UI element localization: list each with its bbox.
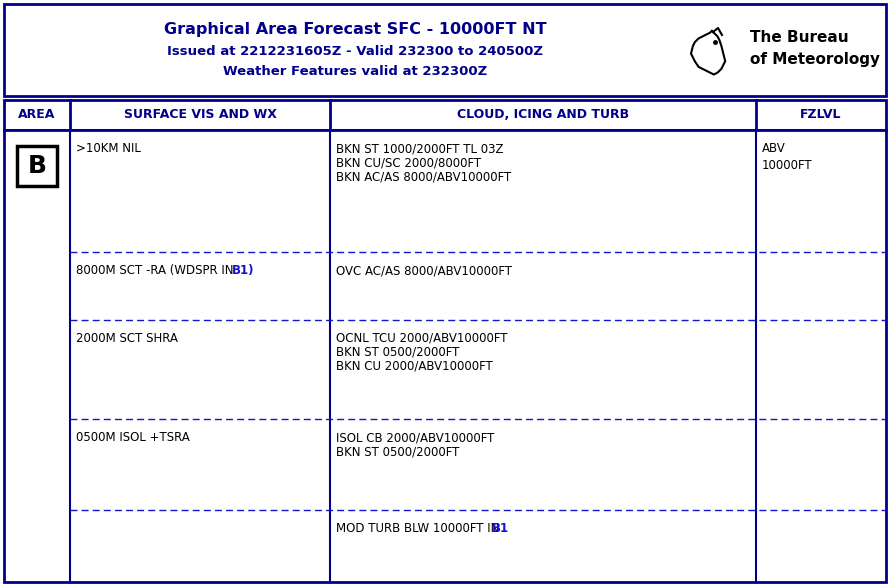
- Text: Weather Features valid at 232300Z: Weather Features valid at 232300Z: [222, 65, 487, 78]
- Text: Graphical Area Forecast SFC - 10000FT NT: Graphical Area Forecast SFC - 10000FT NT: [164, 22, 546, 37]
- Text: FZLVL: FZLVL: [800, 108, 842, 121]
- Text: B1: B1: [492, 522, 509, 534]
- Text: SURFACE VIS AND WX: SURFACE VIS AND WX: [124, 108, 277, 121]
- Text: The Bureau: The Bureau: [750, 30, 849, 45]
- Text: BKN AC/AS 8000/ABV10000FT: BKN AC/AS 8000/ABV10000FT: [336, 170, 511, 183]
- Text: MOD TURB BLW 10000FT IN: MOD TURB BLW 10000FT IN: [336, 522, 503, 534]
- Text: BKN ST 0500/2000FT: BKN ST 0500/2000FT: [336, 445, 459, 458]
- Text: BKN CU/SC 2000/8000FT: BKN CU/SC 2000/8000FT: [336, 156, 481, 169]
- Text: OCNL TCU 2000/ABV10000FT: OCNL TCU 2000/ABV10000FT: [336, 332, 507, 345]
- Text: 2000M SCT SHRA: 2000M SCT SHRA: [76, 332, 178, 345]
- Text: Issued at 2212231605Z - Valid 232300 to 240500Z: Issued at 2212231605Z - Valid 232300 to …: [167, 45, 543, 58]
- Text: BKN ST 1000/2000FT TL 03Z: BKN ST 1000/2000FT TL 03Z: [336, 142, 504, 155]
- Text: BKN ST 0500/2000FT: BKN ST 0500/2000FT: [336, 346, 459, 359]
- Text: AREA: AREA: [19, 108, 56, 121]
- Text: B1): B1): [232, 264, 255, 277]
- Bar: [4, 130, 886, 582]
- Text: CLOUD, ICING AND TURB: CLOUD, ICING AND TURB: [457, 108, 629, 121]
- Bar: [17, 146, 57, 186]
- Bar: [4, 4, 886, 96]
- Text: of Meteorology: of Meteorology: [750, 52, 880, 67]
- Text: B: B: [28, 154, 46, 178]
- Text: 8000M SCT -RA (WDSPR IN: 8000M SCT -RA (WDSPR IN: [76, 264, 238, 277]
- Bar: [4, 100, 886, 130]
- Text: OVC AC/AS 8000/ABV10000FT: OVC AC/AS 8000/ABV10000FT: [336, 264, 512, 277]
- Text: ISOL CB 2000/ABV10000FT: ISOL CB 2000/ABV10000FT: [336, 431, 494, 444]
- Text: ABV
10000FT: ABV 10000FT: [762, 142, 813, 172]
- Text: >10KM NIL: >10KM NIL: [76, 142, 141, 155]
- Text: BKN CU 2000/ABV10000FT: BKN CU 2000/ABV10000FT: [336, 360, 493, 373]
- Text: 0500M ISOL +TSRA: 0500M ISOL +TSRA: [76, 431, 190, 444]
